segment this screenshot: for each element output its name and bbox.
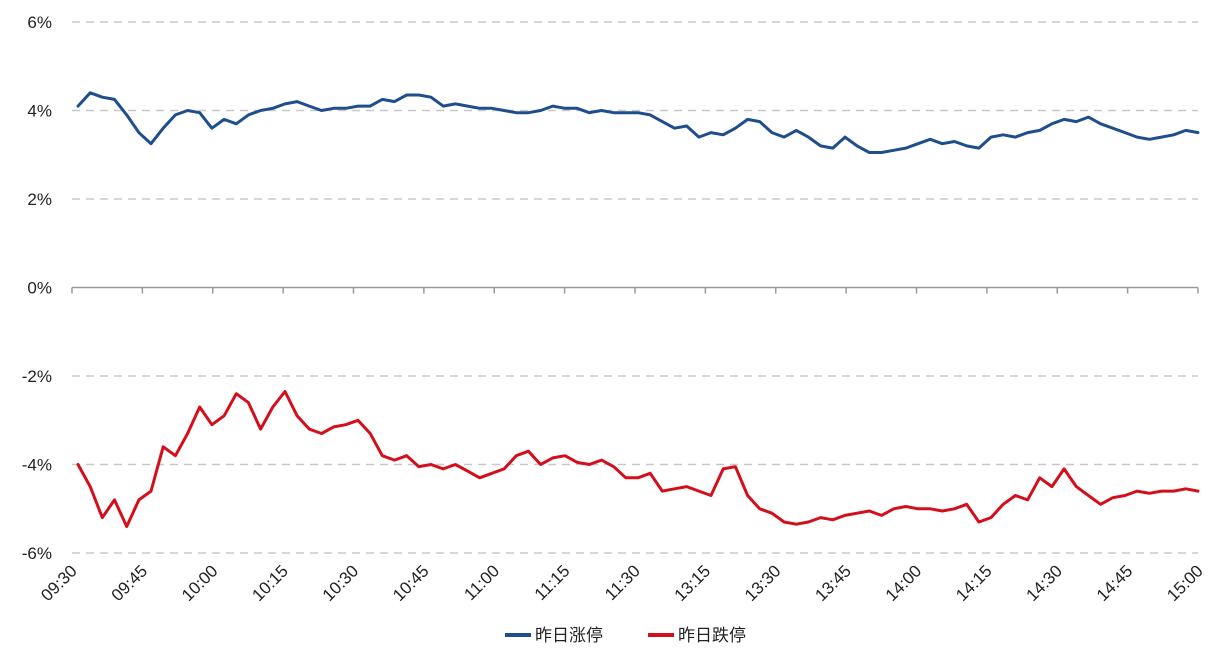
y-tick-label: -6% <box>22 544 52 563</box>
x-tick-label: 14:00 <box>882 561 926 605</box>
x-tick-label: 14:30 <box>1023 561 1067 605</box>
x-tick-label: 13:45 <box>811 561 855 605</box>
y-tick-label: -4% <box>22 456 52 475</box>
y-tick-label: 0% <box>27 279 52 298</box>
x-tick-label: 09:45 <box>108 561 152 605</box>
legend-label-1: 昨日跌停 <box>678 626 746 646</box>
x-tick-label: 13:15 <box>671 561 715 605</box>
x-tick-label: 10:45 <box>389 561 433 605</box>
y-tick-label: 6% <box>27 13 52 32</box>
x-tick-label: 15:00 <box>1163 561 1207 605</box>
x-tick-label: 13:30 <box>741 561 785 605</box>
y-tick-label: 2% <box>27 190 52 209</box>
series-line-1 <box>76 390 1200 528</box>
x-tick-label: 10:00 <box>178 561 222 605</box>
x-tick-label: 11:00 <box>460 561 503 604</box>
y-axis-tick-labels: 6% 4% 2% 0% -2% -4% -6% <box>22 13 52 563</box>
x-axis <box>71 286 1199 294</box>
x-tick-label: 10:15 <box>248 561 292 605</box>
y-tick-label: 4% <box>27 102 52 121</box>
series-line-0 <box>76 91 1200 154</box>
x-tick-label: 14:15 <box>952 561 996 605</box>
x-tick-label: 11:15 <box>531 561 574 604</box>
x-tick-label: 10:30 <box>319 561 363 605</box>
x-tick-label: 14:45 <box>1093 561 1137 605</box>
x-tick-label: 09:30 <box>37 561 81 605</box>
legend: 昨日涨停 昨日跌停 <box>505 626 746 646</box>
x-axis-tick-labels: 09:30 09:45 10:00 10:15 10:30 10:45 11:00 11:15… <box>37 561 1207 605</box>
x-tick-label: 11:30 <box>601 561 644 604</box>
series-layer <box>76 91 1200 528</box>
y-tick-label: -2% <box>22 367 52 386</box>
legend-label-0: 昨日涨停 <box>535 626 603 646</box>
